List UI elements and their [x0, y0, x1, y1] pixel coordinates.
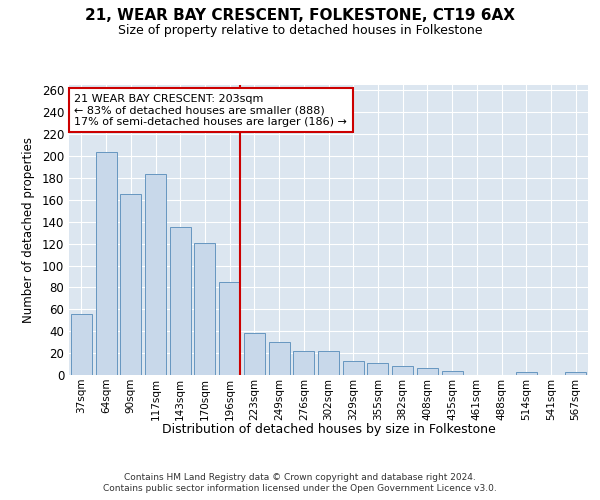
Bar — [343, 361, 364, 375]
Text: Contains HM Land Registry data © Crown copyright and database right 2024.: Contains HM Land Registry data © Crown c… — [124, 472, 476, 482]
Bar — [565, 372, 586, 375]
Bar — [95, 152, 116, 375]
Text: Distribution of detached houses by size in Folkestone: Distribution of detached houses by size … — [162, 422, 496, 436]
Bar — [219, 282, 240, 375]
Bar — [318, 351, 339, 375]
Bar — [442, 370, 463, 375]
Bar — [120, 194, 141, 375]
Bar — [71, 314, 92, 375]
Text: Size of property relative to detached houses in Folkestone: Size of property relative to detached ho… — [118, 24, 482, 37]
Bar — [244, 334, 265, 375]
Text: 21 WEAR BAY CRESCENT: 203sqm
← 83% of detached houses are smaller (888)
17% of s: 21 WEAR BAY CRESCENT: 203sqm ← 83% of de… — [74, 94, 347, 127]
Bar — [367, 363, 388, 375]
Text: 21, WEAR BAY CRESCENT, FOLKESTONE, CT19 6AX: 21, WEAR BAY CRESCENT, FOLKESTONE, CT19 … — [85, 8, 515, 22]
Bar — [145, 174, 166, 375]
Text: Contains public sector information licensed under the Open Government Licence v3: Contains public sector information licen… — [103, 484, 497, 493]
Bar — [269, 342, 290, 375]
Bar — [392, 366, 413, 375]
Bar — [194, 242, 215, 375]
Y-axis label: Number of detached properties: Number of detached properties — [22, 137, 35, 323]
Bar — [417, 368, 438, 375]
Bar — [516, 372, 537, 375]
Bar — [293, 351, 314, 375]
Bar — [170, 228, 191, 375]
